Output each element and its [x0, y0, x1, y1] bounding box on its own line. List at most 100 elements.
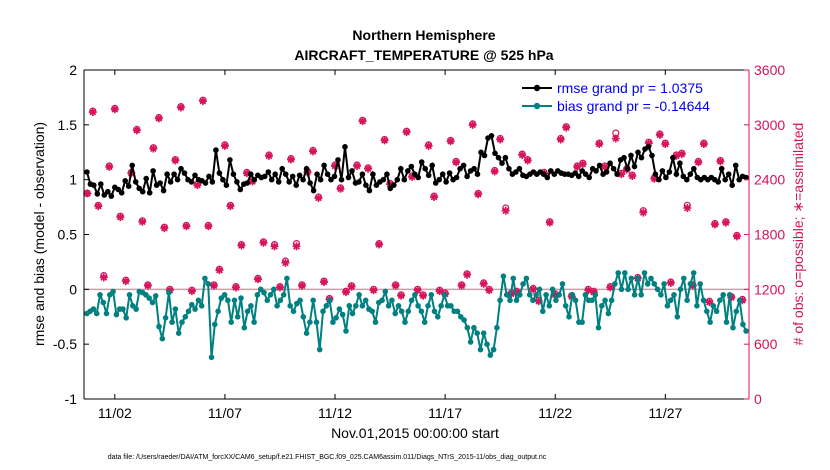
rmse-point — [464, 173, 470, 180]
legend-rmse-label: rmse grand pr = 1.0375 — [557, 80, 703, 96]
rmse-point — [687, 171, 694, 177]
rmse-point — [84, 169, 90, 175]
bias-point — [320, 308, 326, 315]
bias-point — [372, 319, 379, 326]
rmse-point — [363, 182, 369, 188]
right-y-tick-label: 2400 — [754, 172, 785, 188]
rmse-point — [279, 165, 286, 172]
obs-assimilated-marker — [589, 288, 598, 297]
obs-assimilated-marker — [204, 222, 213, 231]
bias-point — [644, 281, 651, 287]
rmse-point — [171, 171, 177, 177]
bias-point — [166, 289, 172, 296]
obs-assimilated-marker — [534, 297, 543, 306]
bias-point — [605, 310, 612, 317]
rmse-point — [202, 180, 209, 186]
obs-assimilated-marker — [314, 193, 323, 202]
rmse-point — [132, 179, 139, 185]
bias-point — [556, 292, 562, 298]
bias-point — [179, 319, 185, 326]
obs-assimilated-marker — [457, 281, 466, 290]
rmse-point — [457, 165, 463, 172]
bias-point — [123, 315, 129, 321]
rmse-point — [338, 176, 345, 183]
obs-assimilated-marker — [496, 135, 505, 144]
legend-rmse-marker — [533, 84, 541, 92]
bias-point — [448, 303, 454, 309]
obs-assimilated-marker — [644, 139, 653, 148]
obs-assimilated-marker — [694, 158, 703, 167]
x-tick-label: 11/17 — [428, 405, 462, 421]
right-y-axis-ticks: 0 600 1200 1800 2400 3000 3600 — [744, 62, 785, 407]
bias-point — [195, 297, 202, 304]
rmse-point — [286, 179, 293, 185]
rmse-point — [495, 154, 502, 161]
obs-assimilated-marker — [270, 242, 279, 251]
obs-assimilated-marker — [309, 147, 318, 156]
bias-point — [336, 306, 343, 312]
obs-assimilated-marker — [606, 283, 615, 292]
bias-point — [566, 314, 572, 320]
obs-assimilated-marker — [237, 241, 246, 250]
left-y-tick-label: 2 — [69, 62, 77, 78]
rmse-point — [638, 154, 645, 161]
bias-point — [704, 308, 710, 315]
bias-point — [438, 303, 444, 309]
obs-assimilated-marker — [721, 218, 730, 227]
right-y-tick-label: 1800 — [754, 227, 785, 243]
bias-point — [356, 292, 362, 298]
bias-point — [231, 297, 238, 304]
obs-assimilated-marker — [176, 103, 185, 112]
bias-point — [490, 346, 497, 353]
obs-assimilated-marker — [402, 128, 411, 137]
rmse-point — [373, 182, 380, 188]
obs-assimilated-marker — [710, 220, 719, 229]
bias-point — [480, 330, 487, 337]
obs-assimilated-marker — [226, 202, 235, 211]
rmse-point — [677, 160, 683, 166]
bias-point — [333, 315, 339, 321]
legend-bias-marker — [533, 102, 541, 110]
bias-point — [743, 328, 749, 334]
bias-point — [208, 354, 215, 361]
rmse-point — [460, 162, 467, 169]
bias-point — [162, 315, 169, 321]
obs-assimilated-marker — [275, 283, 284, 292]
bias-point — [412, 292, 418, 298]
obs-assimilated-marker — [523, 156, 532, 165]
rmse-point — [401, 176, 408, 183]
bias-point — [175, 330, 182, 337]
obs-assimilated-marker — [419, 291, 428, 300]
x-tick-label: 11/02 — [98, 405, 132, 421]
rmse-point — [380, 176, 387, 183]
obs-assimilated-marker — [650, 174, 659, 183]
bias-point — [461, 317, 467, 323]
obs-assimilated-marker — [716, 157, 725, 166]
obs-assimilated-marker — [132, 126, 141, 135]
bias-point — [622, 270, 628, 276]
bias-point — [582, 292, 589, 298]
obs-assimilated-marker — [512, 288, 521, 297]
bias-point — [274, 303, 280, 309]
bias-point — [641, 270, 648, 276]
rmse-point — [94, 191, 101, 197]
bias-point — [740, 321, 746, 328]
rmse-point — [621, 154, 627, 161]
bias-point — [349, 310, 356, 317]
bias-point — [520, 281, 526, 287]
bias-point — [667, 297, 674, 304]
bias-point — [192, 306, 198, 312]
rmse-point — [405, 168, 411, 174]
obs-assimilated-marker — [336, 184, 345, 193]
rmse-point — [453, 174, 460, 181]
obs-assimilated-marker — [198, 97, 207, 106]
rmse-point — [443, 179, 449, 185]
rmse-point — [122, 178, 128, 184]
obs-assimilated-marker — [110, 105, 119, 114]
bias-point — [707, 319, 713, 326]
rmse-point — [310, 187, 317, 194]
obs-assimilated-marker — [380, 136, 389, 145]
left-y-tick-label: 0 — [69, 281, 77, 297]
bias-point — [694, 303, 700, 309]
